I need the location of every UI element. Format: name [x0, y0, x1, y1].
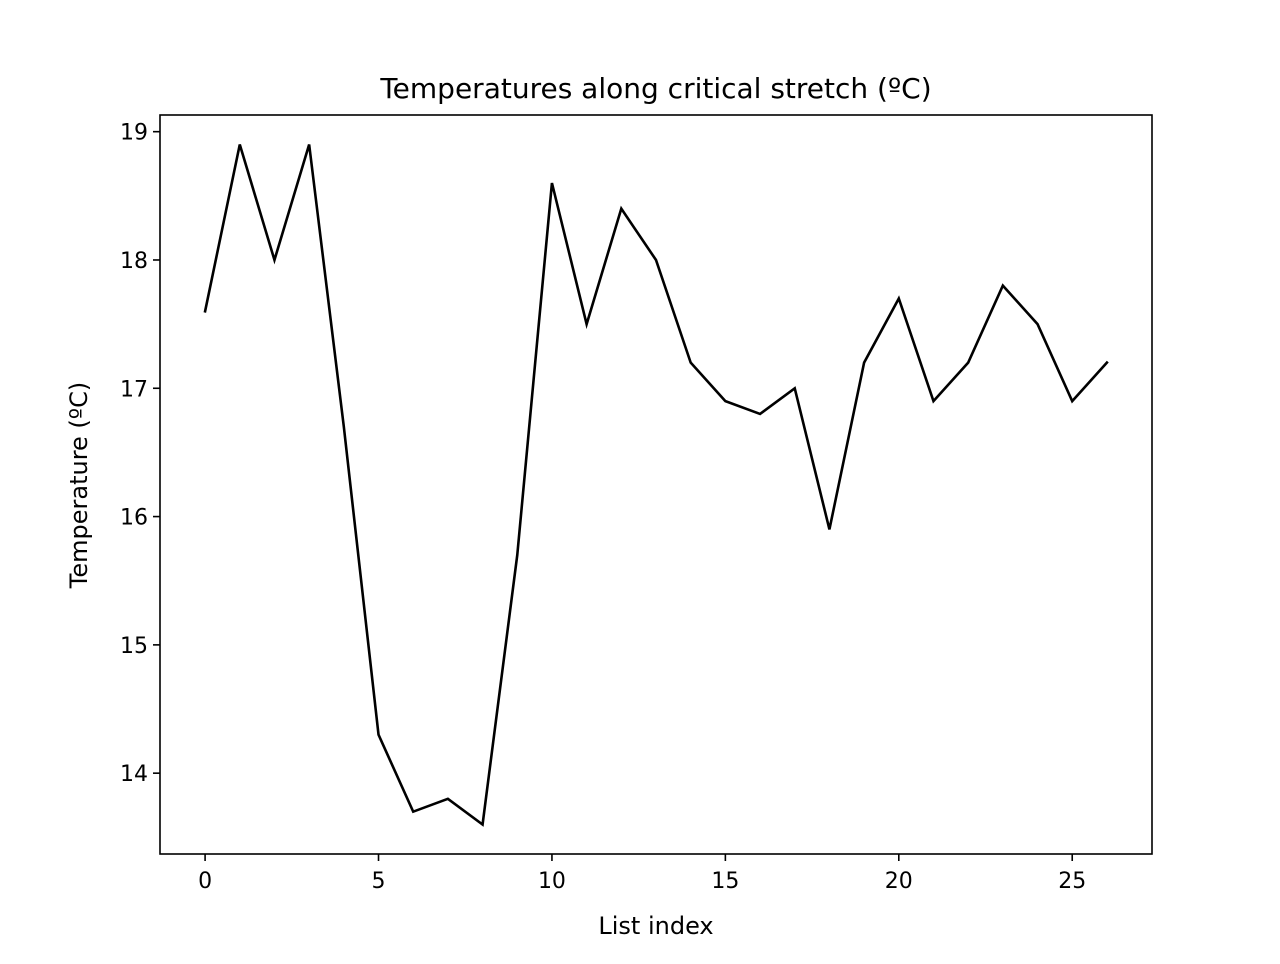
x-tick-label: 10 — [538, 869, 566, 894]
y-tick-label: 14 — [120, 762, 148, 787]
y-tick-label: 17 — [120, 377, 148, 402]
series-layer — [203, 144, 1109, 827]
y-tick-label: 19 — [120, 121, 148, 146]
plot-area-frame — [159, 114, 1153, 855]
series-line — [203, 144, 1109, 827]
y-tick-label: 18 — [120, 249, 148, 274]
y-axis: 14 15 16 17 18 19 — [120, 121, 160, 787]
x-tick-label: 5 — [372, 869, 386, 894]
x-axis-label: List index — [598, 912, 713, 940]
y-tick-label: 16 — [120, 506, 148, 531]
x-axis: 0 5 10 15 20 25 — [198, 854, 1086, 894]
x-tick-label: 20 — [885, 869, 913, 894]
y-tick-label: 15 — [120, 634, 148, 659]
x-tick-label: 15 — [711, 869, 739, 894]
y-axis-label: Temperature (ºC) — [65, 382, 93, 589]
x-tick-label: 0 — [198, 869, 212, 894]
x-tick-label: 25 — [1058, 869, 1086, 894]
chart-title: Temperatures along critical stretch (ºC) — [379, 72, 931, 105]
